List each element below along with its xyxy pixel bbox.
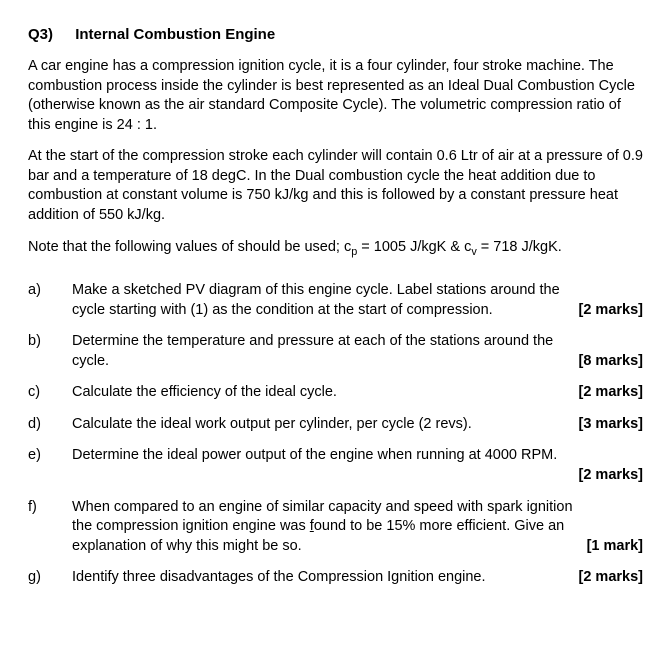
part-body: Identify three disadvantages of the Comp… bbox=[72, 568, 643, 588]
note-line: Note that the following values of should… bbox=[28, 238, 643, 260]
part-body: Make a sketched PV diagram of this engin… bbox=[72, 281, 643, 320]
part-line-2: cycle starting with (1) as the condition… bbox=[72, 301, 579, 321]
question-page: Q3) Internal Combustion Engine A car eng… bbox=[0, 0, 671, 628]
part-e: e) Determine the ideal power output of t… bbox=[28, 446, 643, 485]
part-letter: b) bbox=[28, 332, 72, 371]
part-letter: d) bbox=[28, 415, 72, 435]
part-letter: g) bbox=[28, 568, 72, 588]
note-prefix: Note that the following values of should… bbox=[28, 239, 351, 255]
part-line-2b: ound to be 15% more efficient. Give an bbox=[314, 518, 564, 534]
intro-para-1: A car engine has a compression ignition … bbox=[28, 57, 643, 135]
part-line-2: the compression ignition engine was foun… bbox=[72, 517, 643, 537]
part-marks: [2 marks] bbox=[579, 568, 643, 588]
part-body: Calculate the ideal work output per cyli… bbox=[72, 415, 643, 435]
intro-para-2: At the start of the compression stroke e… bbox=[28, 147, 643, 225]
part-body: Determine the temperature and pressure a… bbox=[72, 332, 643, 371]
part-g: g) Identify three disadvantages of the C… bbox=[28, 568, 643, 588]
part-d: d) Calculate the ideal work output per c… bbox=[28, 415, 643, 435]
part-body: When compared to an engine of similar ca… bbox=[72, 498, 643, 557]
part-b: b) Determine the temperature and pressur… bbox=[28, 332, 643, 371]
question-heading: Q3) Internal Combustion Engine bbox=[28, 26, 643, 43]
part-c: c) Calculate the efficiency of the ideal… bbox=[28, 383, 643, 403]
part-marks: [2 marks] bbox=[579, 301, 643, 321]
part-letter: e) bbox=[28, 446, 72, 485]
part-line-1: When compared to an engine of similar ca… bbox=[72, 498, 643, 518]
part-text: Calculate the ideal work output per cyli… bbox=[72, 415, 579, 435]
part-letter: c) bbox=[28, 383, 72, 403]
part-a: a) Make a sketched PV diagram of this en… bbox=[28, 281, 643, 320]
part-body: Determine the ideal power output of the … bbox=[72, 446, 643, 485]
question-number: Q3) bbox=[28, 26, 53, 43]
part-letter: a) bbox=[28, 281, 72, 320]
note-mid: = 1005 J/kgK & c bbox=[357, 239, 471, 255]
part-line-1: Make a sketched PV diagram of this engin… bbox=[72, 281, 643, 301]
part-marks: [2 marks] bbox=[579, 383, 643, 403]
part-marks: [8 marks] bbox=[579, 352, 643, 372]
part-line-3: explanation of why this might be so. bbox=[72, 537, 587, 557]
part-line-2a: the compression ignition engine was bbox=[72, 518, 310, 534]
question-title: Internal Combustion Engine bbox=[75, 26, 275, 43]
note-suffix: = 718 J/kgK. bbox=[477, 239, 562, 255]
question-parts: a) Make a sketched PV diagram of this en… bbox=[28, 281, 643, 588]
part-f: f) When compared to an engine of similar… bbox=[28, 498, 643, 557]
part-line-1: Determine the ideal power output of the … bbox=[72, 446, 643, 466]
part-marks: [3 marks] bbox=[579, 415, 643, 435]
part-marks: [2 marks] bbox=[579, 466, 643, 486]
part-line-1: Determine the temperature and pressure a… bbox=[72, 332, 643, 352]
part-text: Identify three disadvantages of the Comp… bbox=[72, 568, 579, 588]
part-marks: [1 mark] bbox=[587, 537, 643, 557]
part-line-2: cycle. bbox=[72, 352, 579, 372]
part-body: Calculate the efficiency of the ideal cy… bbox=[72, 383, 643, 403]
part-text: Calculate the efficiency of the ideal cy… bbox=[72, 383, 579, 403]
part-letter: f) bbox=[28, 498, 72, 557]
